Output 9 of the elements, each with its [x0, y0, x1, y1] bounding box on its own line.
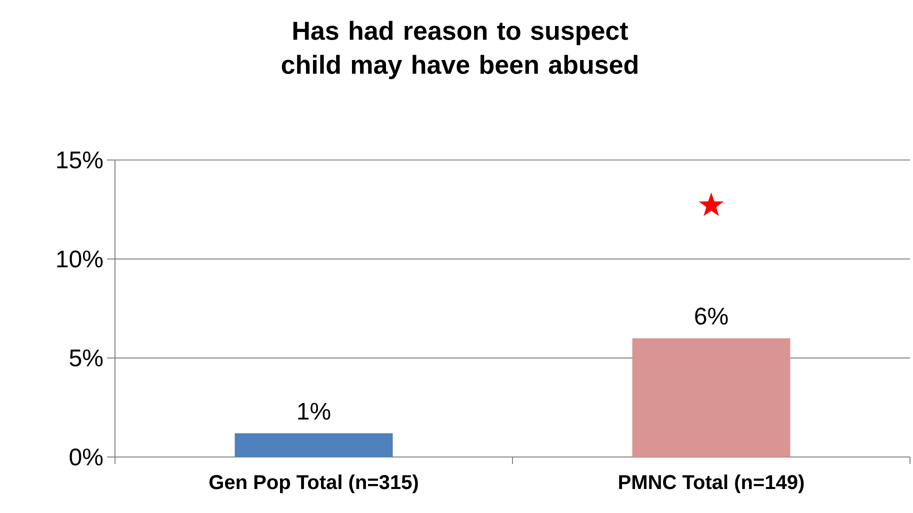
y-tick-label: 5% [70, 350, 103, 366]
x-tick-label: Gen Pop Total (n=315) [209, 474, 418, 494]
y-tick-label: 0% [70, 448, 103, 466]
data-label: 6% [695, 308, 728, 325]
y-tick-label: 10% [57, 250, 103, 268]
y-tick-label: 15% [57, 152, 103, 168]
x-tick-label: PMNC Total (n=149) [619, 474, 804, 494]
data-label: 1% [298, 402, 330, 420]
chart-title: Has had reason to suspect child may have been abused [282, 20, 638, 80]
